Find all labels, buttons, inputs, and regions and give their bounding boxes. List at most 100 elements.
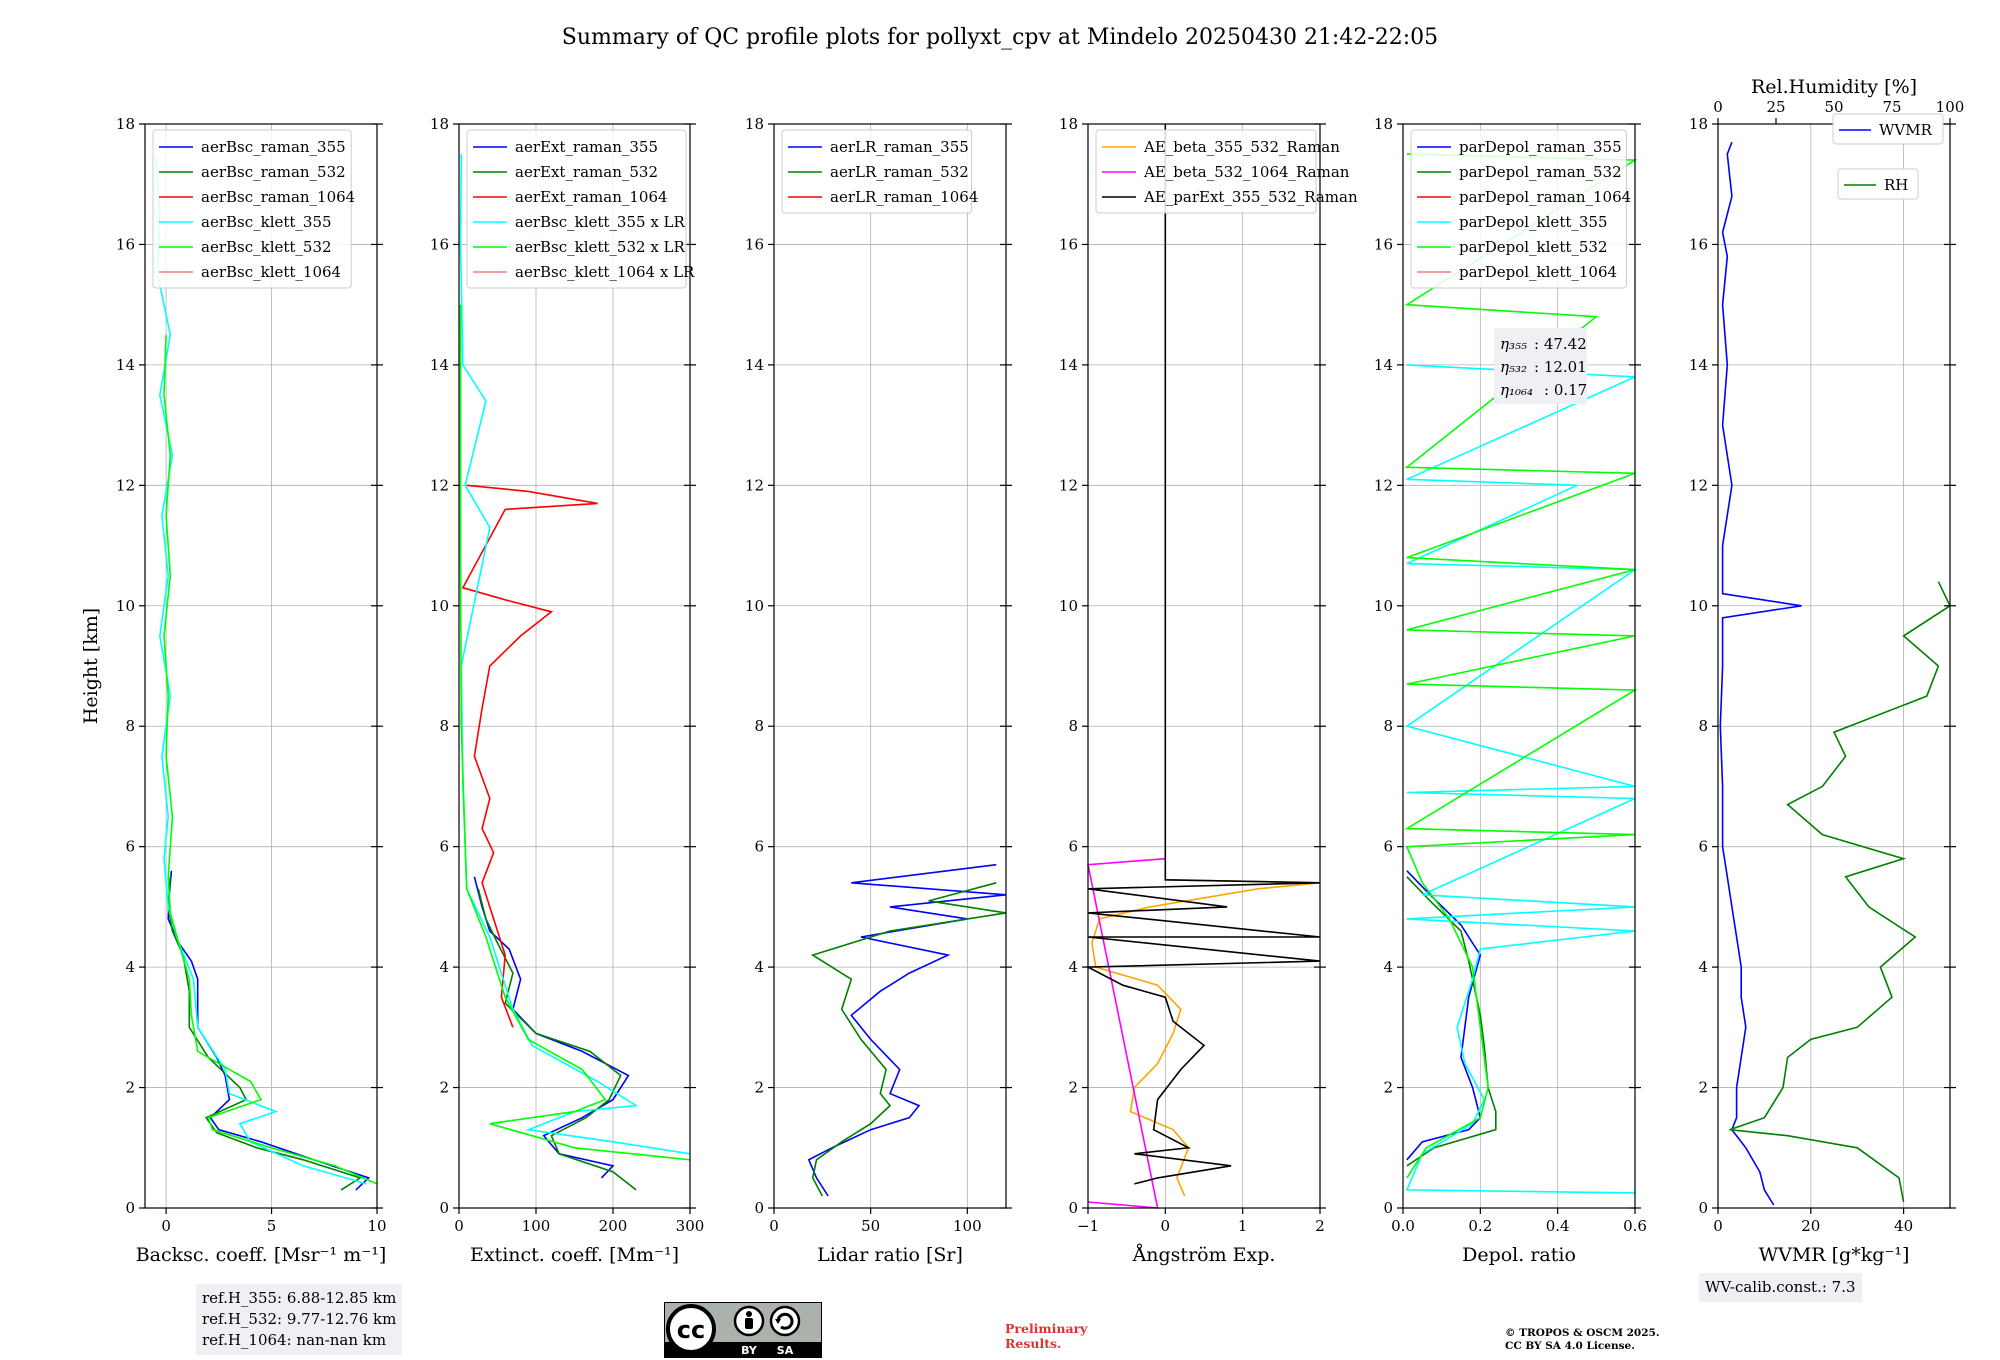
series-group (1719, 141, 1952, 1206)
series-line-aerExt_raman_1064 (461, 484, 598, 1028)
eta1064-label: η₁₀₆₄ (1500, 381, 1533, 399)
y-tick-label: 0 (1068, 1199, 1078, 1217)
legend-label: aerBsc_klett_355 (201, 213, 332, 231)
x-axis-label: Extinct. coeff. [Mm⁻¹] (470, 1244, 679, 1266)
y-tick-label: 8 (1698, 717, 1708, 735)
x-tick-label: 0.6 (1623, 1217, 1647, 1235)
y-tick-label: 6 (1698, 838, 1708, 856)
legend-box (781, 129, 973, 214)
y-tick-label: 16 (1689, 235, 1708, 253)
legend-label: AE_parExt_355_532_Raman (1143, 188, 1358, 206)
series-line-parDepol_raman_355 (1406, 870, 1482, 1161)
series-line-aerExt_raman_532 (477, 888, 637, 1191)
y-tick-label: 0 (754, 1199, 764, 1217)
legend: aerExt_raman_355 aerExt_raman_532 aerExt_r… (466, 129, 695, 289)
series-line-aerBsc_klett_532 (163, 334, 378, 1185)
x-tick-label: −1 (1077, 1217, 1099, 1235)
y-tick-label: 18 (1059, 115, 1078, 133)
legend-label: AE_beta_355_532_Raman (1143, 138, 1340, 156)
y-tick-label: 0 (1698, 1199, 1708, 1217)
y-tick-label: 10 (1374, 597, 1393, 615)
plot-frame (1402, 123, 1636, 1209)
x-tick-label: 100 (522, 1217, 551, 1235)
x-axis-label: Ångström Exp. (1132, 1244, 1276, 1266)
ref-height-532: ref.H_532: 9.77-12.76 km (202, 1310, 397, 1328)
legend-label: aerLR_raman_355 (830, 138, 969, 156)
y-tick-label: 14 (1689, 356, 1708, 374)
y-tick-label: 18 (430, 115, 449, 133)
y-tick-label: 8 (1068, 717, 1078, 735)
plot-frame (144, 123, 378, 1209)
y-tick-label: 2 (1068, 1079, 1078, 1097)
x-tick-label: 0.4 (1546, 1217, 1570, 1235)
y-tick-label: 8 (1383, 717, 1393, 735)
y-tick-label: 12 (745, 476, 764, 494)
y-tick-label: 14 (430, 356, 449, 374)
top-x-tick-label: 50 (1824, 98, 1843, 116)
share-alike-icon (769, 1305, 801, 1337)
y-tick-label: 0 (1383, 1199, 1393, 1217)
y-tick-label: 16 (1059, 235, 1078, 253)
y-tick-label: 4 (1383, 958, 1393, 976)
y-axis-label: Height [km] (80, 608, 102, 724)
y-tick-label: 6 (754, 838, 764, 856)
series-line-AE_beta_355_532_Raman (1091, 879, 1321, 1197)
series-line-AE_parExt_355_532_Raman (1084, 124, 1321, 1185)
series-group (1404, 153, 1638, 1194)
cc-by-sa-badge[interactable]: cc BY SA (664, 1302, 822, 1358)
series-group (154, 154, 378, 1191)
y-tick-label: 10 (1689, 597, 1708, 615)
legend-box (1095, 129, 1317, 214)
y-tick-label: 2 (439, 1079, 449, 1097)
series-line-aerBsc_raman_532 (167, 876, 362, 1191)
y-tick-label: 18 (1689, 115, 1708, 133)
top-x-tick-label: 100 (1936, 98, 1965, 116)
y-tick-label: 6 (1068, 838, 1078, 856)
legend: parDepol_raman_355 parDepol_raman_532 parD… (1410, 129, 1631, 289)
legend: AE_beta_355_532_Raman AE_beta_532_1064_Ra… (1095, 129, 1358, 214)
series-line-RH (1729, 581, 1952, 1203)
legend-box (1837, 168, 1919, 200)
y-tick-label: 18 (1374, 115, 1393, 133)
panel-extinction: 0 2 4 6 8 10 12 14 16 18 0 100 200 300 Extinct. coeff.… (430, 115, 704, 1266)
y-tick-label: 14 (1374, 356, 1393, 374)
legend-label: parDepol_klett_355 (1459, 213, 1608, 231)
y-tick-label: 10 (116, 597, 135, 615)
y-tick-label: 0 (439, 1199, 449, 1217)
legend-label: AE_beta_532_1064_Raman (1143, 163, 1350, 181)
reference-height-box: ref.H_355: 6.88-12.85 km ref.H_532: 9.77… (196, 1284, 403, 1355)
legend-label: aerExt_raman_1064 (515, 188, 668, 206)
legend: aerLR_raman_355 aerLR_raman_532 aerLR_rama… (781, 129, 978, 214)
x-tick-label: 40 (1894, 1217, 1913, 1235)
y-tick-label: 6 (125, 838, 135, 856)
series-group (459, 154, 691, 1191)
y-tick-label: 6 (439, 838, 449, 856)
preliminary-results-note: Preliminary Results. (1005, 1321, 1087, 1351)
y-tick-label: 8 (754, 717, 764, 735)
legend-label: parDepol_klett_532 (1459, 238, 1608, 256)
x-tick-label: 0.2 (1468, 1217, 1492, 1235)
y-tick-label: 8 (125, 717, 135, 735)
y-tick-label: 2 (125, 1079, 135, 1097)
legend-label: aerLR_raman_532 (830, 163, 969, 181)
series-line-aerBsc_raman_355 (167, 870, 371, 1191)
x-tick-label: 1 (1238, 1217, 1248, 1235)
x-tick-label: 0 (1713, 1217, 1723, 1235)
series-line-WVMR (1719, 141, 1802, 1206)
series-line-aerBsc_klett_355 x LR (459, 154, 691, 1155)
ref-height-1064: ref.H_1064: nan-nan km (202, 1331, 387, 1349)
panel-lidar_ratio: 0 2 4 6 8 10 12 14 16 18 0 50 100 Lidar ratio [Sr] aer… (745, 115, 1012, 1266)
eta1064-value: : 0.17 (1544, 381, 1587, 399)
y-tick-label: 14 (1059, 356, 1078, 374)
eta-box-background (1494, 328, 1587, 404)
cc-by-label: BY (741, 1344, 758, 1357)
series-group (1084, 124, 1321, 1209)
legend-label: parDepol_raman_355 (1459, 138, 1622, 156)
eta355-value: : 47.42 (1534, 335, 1587, 353)
x-tick-label: 20 (1801, 1217, 1820, 1235)
legend-box (152, 129, 352, 289)
y-tick-label: 10 (1059, 597, 1078, 615)
y-tick-label: 0 (125, 1199, 135, 1217)
series-line-aerExt_raman_355 (473, 876, 630, 1179)
